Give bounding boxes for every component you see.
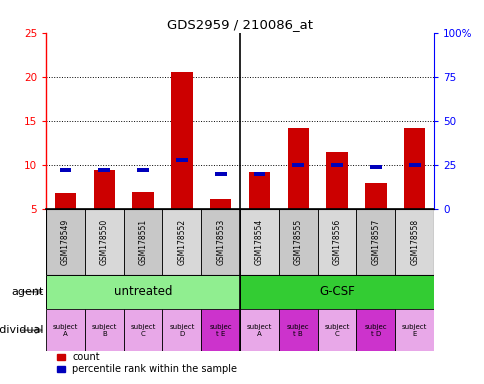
Legend: count, percentile rank within the sample: count, percentile rank within the sample — [56, 351, 238, 375]
Bar — [201, 209, 240, 275]
Bar — [93, 170, 115, 209]
Bar — [326, 152, 347, 209]
Bar — [408, 163, 420, 167]
Text: subjec
t B: subjec t B — [287, 324, 309, 337]
Bar — [369, 165, 381, 169]
Bar — [210, 199, 231, 209]
Bar — [132, 192, 153, 209]
Bar — [364, 183, 386, 209]
Text: GSM178550: GSM178550 — [100, 219, 108, 265]
Bar — [278, 209, 317, 275]
Bar — [331, 163, 342, 167]
Bar — [46, 309, 85, 351]
Bar — [55, 194, 76, 209]
Bar — [176, 158, 187, 162]
Bar — [98, 169, 110, 172]
Bar — [292, 163, 303, 167]
Text: GSM178555: GSM178555 — [293, 219, 302, 265]
Bar — [403, 128, 424, 209]
Text: subject
A: subject A — [53, 324, 78, 337]
Text: GSM178554: GSM178554 — [255, 219, 263, 265]
Text: GSM178552: GSM178552 — [177, 219, 186, 265]
Bar — [46, 209, 85, 275]
Text: subject
B: subject B — [91, 324, 117, 337]
Text: subject
C: subject C — [130, 324, 155, 337]
Bar — [162, 209, 201, 275]
Bar — [214, 172, 226, 176]
Bar — [240, 275, 433, 309]
Bar — [85, 309, 123, 351]
Bar — [287, 128, 308, 209]
Bar — [248, 172, 270, 209]
Bar — [201, 309, 240, 351]
Bar — [394, 209, 433, 275]
Bar — [123, 309, 162, 351]
Text: G-CSF: G-CSF — [318, 285, 354, 298]
Bar — [123, 209, 162, 275]
Bar — [171, 73, 192, 209]
Bar — [356, 309, 394, 351]
Bar — [240, 309, 278, 351]
Text: subjec
t D: subjec t D — [364, 324, 386, 337]
Title: GDS2959 / 210086_at: GDS2959 / 210086_at — [166, 18, 313, 31]
Text: individual: individual — [0, 325, 44, 335]
Bar — [60, 169, 71, 172]
Bar — [317, 209, 356, 275]
Bar — [356, 209, 394, 275]
Text: subject
E: subject E — [401, 324, 426, 337]
Text: GSM178558: GSM178558 — [409, 219, 418, 265]
Bar — [317, 309, 356, 351]
Bar — [240, 209, 278, 275]
Text: subject
A: subject A — [246, 324, 272, 337]
Bar — [162, 309, 201, 351]
Bar — [137, 169, 149, 172]
Text: subjec
t E: subjec t E — [209, 324, 231, 337]
Text: GSM178549: GSM178549 — [61, 219, 70, 265]
Text: subject
C: subject C — [324, 324, 349, 337]
Bar — [253, 172, 265, 176]
Text: agent: agent — [11, 287, 44, 297]
Text: GSM178557: GSM178557 — [371, 219, 379, 265]
Text: subject
D: subject D — [169, 324, 194, 337]
Bar — [278, 309, 317, 351]
Bar — [85, 209, 123, 275]
Text: GSM178556: GSM178556 — [332, 219, 341, 265]
Text: GSM178551: GSM178551 — [138, 219, 147, 265]
Text: GSM178553: GSM178553 — [216, 219, 225, 265]
Bar — [394, 309, 433, 351]
Text: untreated: untreated — [114, 285, 172, 298]
Bar — [46, 275, 240, 309]
